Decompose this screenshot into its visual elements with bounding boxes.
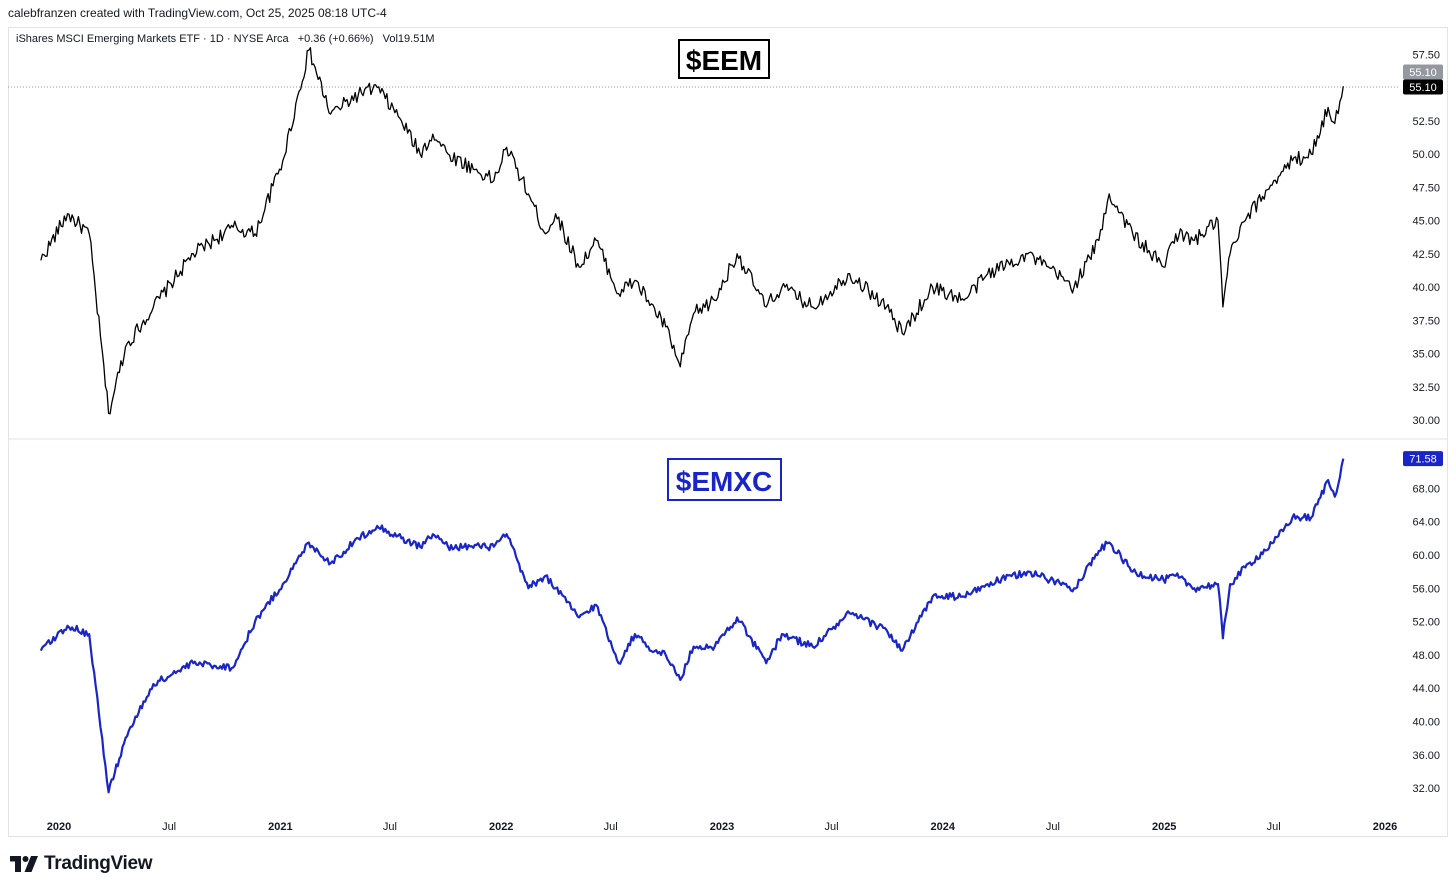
x-tick-label: Jul — [162, 821, 176, 833]
tradingview-logo-icon — [10, 856, 38, 872]
x-tick-label: 2022 — [489, 821, 513, 833]
eem-y-tick-label: 45.00 — [1412, 216, 1440, 228]
chart-credit: calebfranzen created with TradingView.co… — [8, 6, 387, 20]
eem-prev-close-badge: 55.10 — [1403, 64, 1443, 80]
emxc-price-line[interactable] — [39, 458, 1345, 794]
price-badges: 55.10 55.10 71.58 — [1403, 64, 1443, 467]
emxc-last-price-badge-text: 71.58 — [1409, 454, 1437, 466]
eem-y-tick-label: 47.50 — [1412, 182, 1440, 194]
eem-y-tick-label: 35.00 — [1412, 349, 1440, 361]
x-axis: 2020 Jul 2021 Jul 2022 Jul 2023 Jul 2024 Jul 2025 J… — [47, 821, 1397, 833]
eem-y-tick-label: 42.50 — [1412, 249, 1440, 261]
x-tick-label: 2021 — [268, 821, 292, 833]
emxc-y-axis: 68.00 64.00 60.00 56.00 52.00 48.00 44.00 40.00… — [1412, 483, 1440, 795]
legend-volume-label: Vol — [383, 33, 398, 45]
eem-y-tick-label: 52.50 — [1412, 116, 1440, 128]
legend-volume: 19.51M — [398, 33, 435, 45]
tradingview-brand[interactable]: TradingView — [10, 852, 153, 876]
x-tick-label: 2025 — [1152, 821, 1176, 833]
x-tick-label: Jul — [1046, 821, 1060, 833]
eem-y-tick-label: 32.50 — [1412, 382, 1440, 394]
emxc-y-tick-label: 44.00 — [1412, 683, 1440, 695]
emxc-y-tick-label: 68.00 — [1412, 483, 1440, 495]
x-tick-label: 2026 — [1373, 821, 1397, 833]
eem-last-price-badge: 55.10 — [1403, 79, 1443, 95]
eem-y-tick-label: 50.00 — [1412, 149, 1440, 161]
emxc-y-tick-label: 52.00 — [1412, 617, 1440, 629]
emxc-y-tick-label: 40.00 — [1412, 717, 1440, 729]
emxc-y-tick-label: 56.00 — [1412, 583, 1440, 595]
eem-title: $EEM — [686, 45, 762, 76]
chart-frame — [8, 27, 1448, 837]
emxc-y-tick-label: 32.00 — [1412, 783, 1440, 795]
eem-y-tick-label: 40.00 — [1412, 282, 1440, 294]
eem-y-axis: 57.50 52.50 50.00 47.50 45.00 42.50 40.00 37.50… — [1412, 49, 1440, 427]
brand-text: TradingView — [44, 853, 153, 874]
eem-price-line[interactable] — [40, 47, 1344, 415]
eem-title-box: $EEM — [678, 39, 770, 79]
eem-y-tick-label: 57.50 — [1412, 49, 1440, 61]
emxc-y-tick-label: 60.00 — [1412, 550, 1440, 562]
price-lines — [39, 47, 1345, 794]
emxc-last-price-badge: 71.58 — [1403, 451, 1443, 467]
emxc-title: $EMXC — [676, 466, 772, 497]
x-tick-label: Jul — [383, 821, 397, 833]
x-tick-label: Jul — [824, 821, 838, 833]
eem-prev-close-badge-text: 55.10 — [1409, 67, 1437, 79]
emxc-y-tick-label: 64.00 — [1412, 517, 1440, 529]
emxc-y-tick-label: 48.00 — [1412, 650, 1440, 662]
x-tick-label: 2023 — [710, 821, 734, 833]
x-tick-label: Jul — [604, 821, 618, 833]
x-tick-label: 2020 — [47, 821, 71, 833]
legend-line: iShares MSCI Emerging Markets ETF · 1D ·… — [16, 33, 435, 45]
x-tick-label: Jul — [1267, 821, 1281, 833]
eem-last-price-badge-text: 55.10 — [1409, 82, 1437, 94]
emxc-title-box: $EMXC — [667, 458, 782, 501]
emxc-y-tick-label: 36.00 — [1412, 750, 1440, 762]
eem-y-tick-label: 30.00 — [1412, 415, 1440, 427]
legend-change: +0.36 (+0.66%) — [298, 33, 374, 45]
eem-y-tick-label: 37.50 — [1412, 315, 1440, 327]
legend-symbol: iShares MSCI Emerging Markets ETF · 1D ·… — [16, 33, 290, 45]
x-tick-label: 2024 — [931, 821, 956, 833]
